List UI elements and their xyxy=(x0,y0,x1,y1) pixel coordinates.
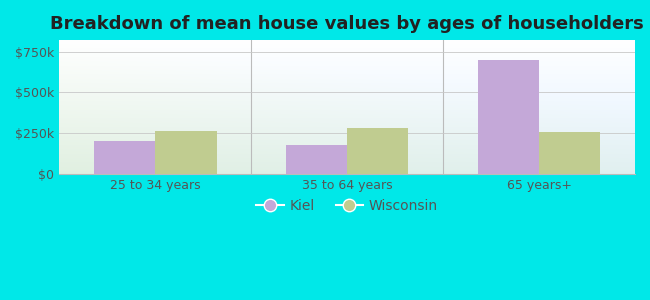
Bar xyxy=(478,60,539,174)
Bar xyxy=(539,133,601,174)
Bar xyxy=(155,131,216,174)
Title: Breakdown of mean house values by ages of householders: Breakdown of mean house values by ages o… xyxy=(50,15,644,33)
Legend: Kiel, Wisconsin: Kiel, Wisconsin xyxy=(250,193,443,218)
Bar xyxy=(94,142,155,174)
Bar xyxy=(347,128,408,174)
Bar xyxy=(285,145,347,174)
